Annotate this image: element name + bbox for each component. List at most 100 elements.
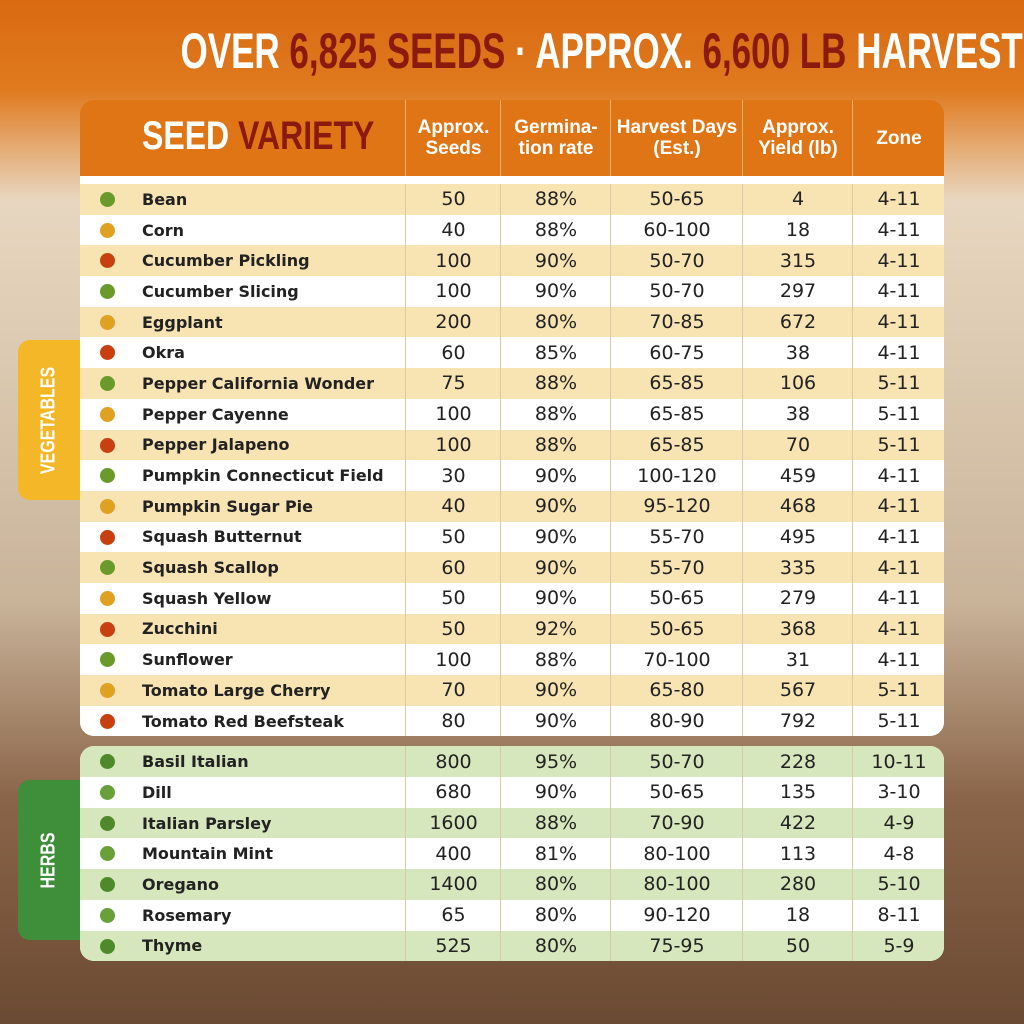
table-cell: 18 — [742, 214, 853, 246]
column-header: Approx. Yield (lb) — [742, 100, 853, 176]
table-cell: 3-10 — [852, 777, 944, 808]
item-icon — [100, 938, 115, 954]
table-cell: 672 — [742, 306, 853, 338]
item-icon — [100, 846, 115, 862]
row-group: Basil Italian 800 95% 50-70 228 10-11 Dill 680 9… — [80, 746, 944, 962]
table-cell: 30 — [405, 460, 501, 491]
table-row: Rosemary 65 80% 90-120 18 8-11 — [80, 899, 944, 931]
variety-name: Corn — [142, 220, 185, 240]
table-row: Pepper Jalapeno 100 88% 65-85 70 5-11 — [80, 429, 944, 461]
variety-name: Pumpkin Connecticut Field — [142, 466, 384, 486]
table-cell: 4-11 — [852, 276, 944, 307]
table-row: Eggplant 200 80% 70-85 672 4-11 — [80, 306, 944, 338]
table-row: Corn 40 88% 60-100 18 4-11 — [80, 214, 944, 246]
table-cell: 567 — [742, 675, 853, 706]
variety-name: Thyme — [142, 936, 203, 956]
table-row: Squash Butternut 50 90% 55-70 495 4-11 — [80, 521, 944, 553]
table-cell: 50-70 — [610, 746, 743, 778]
column-header: Harvest Days (Est.) — [610, 100, 743, 176]
item-icon — [100, 498, 115, 514]
column-header: Germina-tion rate — [500, 100, 611, 176]
variety-name: Bean — [142, 189, 188, 209]
item-icon — [100, 683, 115, 698]
header-word: VARIETY — [238, 114, 375, 158]
table-cell: 5-10 — [852, 869, 944, 900]
group-label: HERBS — [37, 831, 60, 889]
table-cell: 80% — [500, 930, 611, 962]
table-cell: 5-11 — [852, 398, 944, 430]
table-cell: 4-11 — [852, 490, 944, 522]
table-cell: 280 — [742, 869, 853, 900]
table-cell: 75 — [405, 368, 501, 399]
variety-name: Pepper California Wonder — [142, 373, 375, 393]
variety-name: Cucumber Pickling — [142, 251, 310, 271]
item-icon — [100, 468, 115, 484]
title-part: · APPROX. — [515, 23, 693, 79]
variety-name: Dill — [142, 782, 172, 802]
table-cell: 5-11 — [852, 705, 944, 737]
table-cell: 88% — [500, 368, 611, 399]
table-cell: 1600 — [405, 807, 501, 839]
group-label: VEGETABLES — [37, 366, 60, 474]
variety-name: Squash Scallop — [142, 558, 279, 578]
table-cell: 4-11 — [852, 582, 944, 614]
table-cell: 10-11 — [852, 746, 944, 778]
item-icon — [100, 437, 115, 453]
table-cell: 65-85 — [610, 398, 743, 430]
item-icon — [100, 253, 115, 269]
table-row: Pumpkin Connecticut Field 30 90% 100-120 459… — [80, 460, 944, 491]
table-cell: 315 — [742, 245, 853, 277]
group-tab: HERBS — [18, 780, 80, 940]
table-row: Basil Italian 800 95% 50-70 228 10-11 — [80, 746, 944, 778]
variety-name: Mountain Mint — [142, 844, 274, 864]
variety-name: Squash Butternut — [142, 527, 302, 547]
table-cell: 680 — [405, 777, 501, 808]
table-row: Sunflower 100 88% 70-100 31 4-11 — [80, 644, 944, 675]
table-cell: 90% — [500, 675, 611, 706]
table-cell: 80% — [500, 899, 611, 931]
table-cell: 31 — [742, 644, 853, 675]
header-word: SEED — [142, 114, 230, 158]
table-cell: 400 — [405, 838, 501, 870]
table-cell: 50 — [742, 930, 853, 962]
table-cell: 100 — [405, 276, 501, 307]
table-cell: 90% — [500, 552, 611, 583]
table-cell: 95-120 — [610, 490, 743, 522]
table-cell: 335 — [742, 552, 853, 583]
variety-name: Pepper Cayenne — [142, 404, 289, 424]
table-cell: 90% — [500, 460, 611, 491]
table-cell: 100-120 — [610, 460, 743, 491]
table-row: Oregano 1400 80% 80-100 280 5-10 — [80, 869, 944, 900]
table-cell: 135 — [742, 777, 853, 808]
table-cell: 88% — [500, 184, 611, 215]
table-row: Pepper Cayenne 100 88% 65-85 38 5-11 — [80, 398, 944, 430]
table-row: Squash Yellow 50 90% 50-65 279 4-11 — [80, 582, 944, 614]
table-cell: 50 — [405, 184, 501, 215]
variety-name: Zucchini — [142, 619, 218, 639]
item-icon — [100, 652, 115, 668]
table-cell: 50-65 — [610, 613, 743, 645]
table-cell: 5-11 — [852, 675, 944, 706]
item-icon — [100, 222, 115, 238]
table-cell: 106 — [742, 368, 853, 399]
column-header: Zone — [852, 100, 945, 176]
table-cell: 92% — [500, 613, 611, 645]
table-cell: 525 — [405, 930, 501, 962]
table-cell: 60 — [405, 337, 501, 369]
table-cell: 4-8 — [852, 838, 944, 870]
table-cell: 60-75 — [610, 337, 743, 369]
table-cell: 50 — [405, 582, 501, 614]
table-cell: 4-11 — [852, 552, 944, 583]
table-cell: 4-11 — [852, 337, 944, 369]
table-cell: 4-11 — [852, 460, 944, 491]
table-cell: 70-90 — [610, 807, 743, 839]
item-icon — [100, 529, 115, 545]
table-cell: 90% — [500, 777, 611, 808]
group-tab: VEGETABLES — [18, 340, 80, 500]
table-cell: 65-85 — [610, 429, 743, 461]
variety-name: Sunflower — [142, 650, 233, 670]
table-cell: 80% — [500, 306, 611, 338]
table-row: Okra 60 85% 60-75 38 4-11 — [80, 337, 944, 369]
table-cell: 90-120 — [610, 899, 743, 931]
table-cell: 50-70 — [610, 245, 743, 277]
